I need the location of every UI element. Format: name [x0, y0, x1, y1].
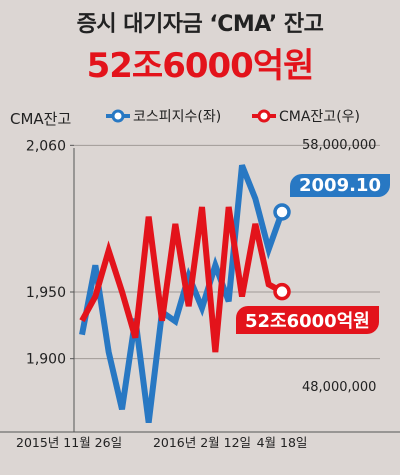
left-tick-label: 1,950: [26, 285, 66, 301]
kospi-end-marker: [273, 203, 291, 221]
legend-cma-marker: [252, 109, 276, 123]
cma-end-marker: [273, 282, 291, 301]
axes: 1,9001,9502,06048,000,00051,000,00058,00…: [0, 138, 400, 450]
right-tick-label: 48,000,000: [302, 380, 376, 395]
left-axis-label: CMA잔고: [10, 110, 72, 128]
x-tick-label: 2016년 2월 12일: [153, 435, 251, 450]
chart-subtitle: 52조6000억원: [86, 46, 315, 86]
left-tick-label: 1,900: [26, 352, 66, 368]
kospi-end-annotation: 2009.10: [290, 174, 390, 197]
right-tick-label: 58,000,000: [302, 138, 376, 153]
cma-end-annotation: 52조6000억원: [236, 306, 379, 334]
legend-cma-label: CMA잔고(우): [279, 109, 360, 125]
legend-cma: CMA잔고(우): [252, 106, 360, 126]
legend-kospi-label: 코스피지수(좌): [133, 109, 222, 125]
x-tick-label: 2015년 11월 26일: [16, 435, 122, 450]
series-lines: [79, 164, 291, 424]
chart-title: 증시 대기자금 ‘CMA’ 잔고: [76, 12, 324, 37]
kospi-line: [79, 164, 285, 424]
legend-kospi: 코스피지수(좌): [106, 106, 221, 126]
legend-kospi-marker: [106, 109, 130, 123]
x-tick-label: 4월 18일: [257, 435, 308, 450]
cma-line: [79, 206, 284, 353]
left-tick-label: 2,060: [26, 138, 66, 154]
